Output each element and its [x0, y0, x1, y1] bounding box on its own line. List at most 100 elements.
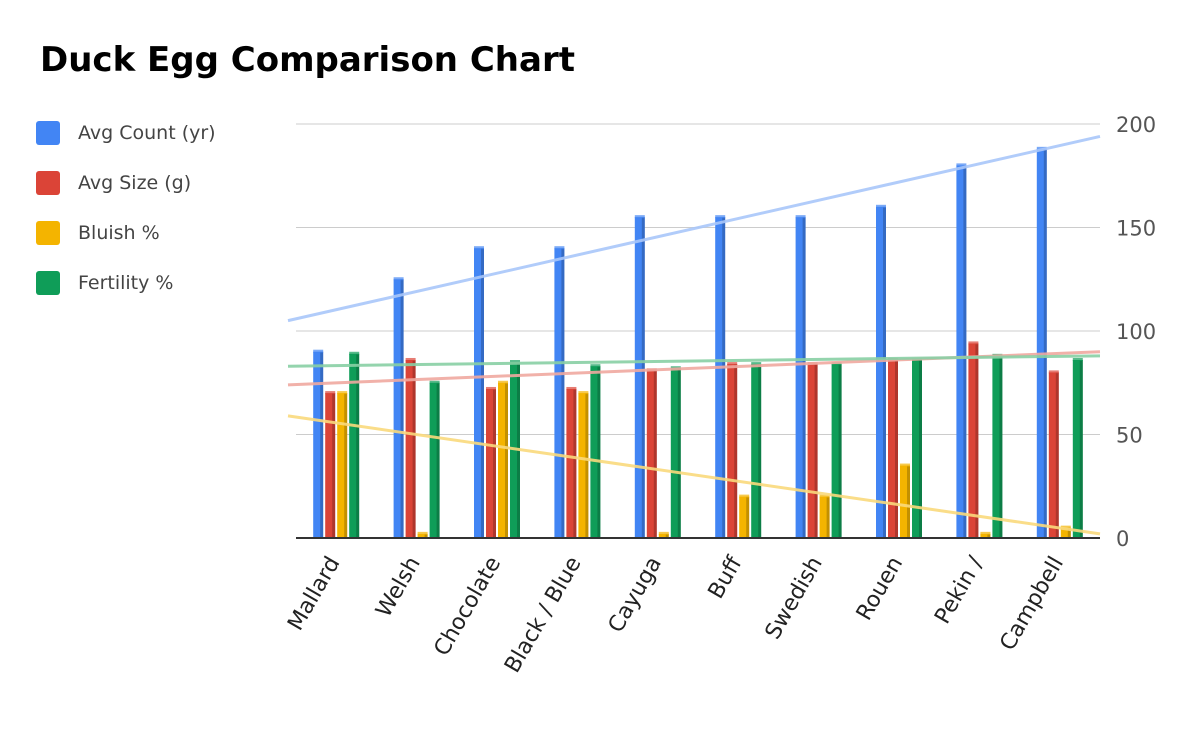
bar-shade-3-6 — [838, 364, 842, 538]
bar-1-1 — [405, 359, 416, 538]
legend-item-avg-count[interactable]: Avg Count (yr) — [36, 108, 216, 158]
bar-cap-0-7 — [876, 204, 886, 208]
bar-shade-0-1 — [400, 279, 404, 538]
bar-shade-1-1 — [412, 359, 416, 538]
bar-shade-0-0 — [320, 351, 324, 538]
bar-shade-3-5 — [758, 364, 762, 538]
bar-cap-1-8 — [968, 341, 979, 345]
bar-cap-0-5 — [715, 215, 726, 219]
bar-shade-3-8 — [999, 355, 1003, 538]
bar-1-0 — [325, 393, 336, 538]
x-tick-label-8: Pekin / — [930, 552, 989, 628]
bar-0-4 — [634, 217, 645, 538]
bar-0-7 — [876, 206, 886, 539]
bar-shade-1-4 — [653, 370, 657, 538]
bar-shade-0-9 — [1043, 148, 1047, 538]
bar-shade-1-5 — [734, 364, 738, 538]
bar-cap-0-8 — [956, 163, 967, 167]
bar-3-5 — [751, 364, 762, 538]
y-tick-label-0: 0 — [1116, 527, 1129, 551]
bar-shade-0-6 — [802, 217, 806, 538]
bar-shade-2-4 — [665, 533, 669, 538]
bar-cap-0-1 — [393, 277, 404, 281]
bar-1-8 — [968, 343, 979, 538]
bar-cap-3-5 — [751, 362, 762, 366]
trendline-3 — [287, 354, 1101, 368]
bar-shade-3-9 — [1079, 359, 1083, 538]
bar-cap-3-3 — [590, 364, 601, 368]
legend-swatch-fertility — [36, 271, 60, 295]
bar-shade-0-5 — [722, 217, 726, 538]
bar-3-0 — [349, 353, 360, 538]
bar-cap-1-3 — [566, 386, 577, 390]
x-tick-label-5: Buff — [704, 552, 748, 604]
bar-shade-1-7 — [895, 359, 898, 538]
bar-1-3 — [566, 388, 577, 538]
bar-shade-2-1 — [424, 533, 428, 538]
bar-cap-3-2 — [510, 360, 520, 364]
bar-cap-2-1 — [417, 531, 428, 535]
bar-cap-1-0 — [325, 391, 336, 395]
bar-cap-2-3 — [578, 391, 589, 395]
bar-shade-2-0 — [344, 393, 348, 538]
bar-shade-1-6 — [814, 364, 818, 538]
legend-item-fertility[interactable]: Fertility % — [36, 258, 216, 308]
bar-2-3 — [578, 393, 589, 538]
legend-label-bluish: Bluish % — [78, 222, 160, 244]
bar-2-1 — [417, 533, 428, 538]
bar-cap-1-1 — [405, 357, 416, 361]
bar-cap-3-1 — [429, 380, 440, 384]
legend-label-avg-size: Avg Size (g) — [78, 172, 192, 194]
bar-0-6 — [795, 217, 806, 538]
bar-0-2 — [474, 248, 484, 538]
bar-cap-1-9 — [1048, 370, 1059, 374]
bar-0-8 — [956, 165, 967, 538]
legend-swatch-avg-size — [36, 171, 60, 195]
x-tick-label-7: Rouen — [852, 553, 908, 625]
bar-1-9 — [1048, 372, 1059, 538]
x-tick-label-6: Swedish — [761, 553, 828, 644]
bar-2-6 — [819, 496, 830, 538]
legend-label-fertility: Fertility % — [78, 272, 174, 294]
bar-0-3 — [554, 248, 565, 538]
bar-cap-0-0 — [313, 349, 324, 353]
x-tick-label-1: Welsh — [371, 553, 425, 622]
bar-cap-1-2 — [486, 386, 496, 390]
y-tick-label-200: 200 — [1116, 113, 1156, 137]
bar-3-9 — [1072, 359, 1083, 538]
legend: Avg Count (yr) Avg Size (g) Bluish % Fer… — [36, 108, 216, 308]
y-tick-label-150: 150 — [1116, 217, 1156, 241]
bar-1-6 — [807, 364, 818, 538]
chart-title: Duck Egg Comparison Chart — [40, 40, 575, 80]
bar-shade-1-9 — [1055, 372, 1059, 538]
x-tick-label-9: Campbell — [995, 553, 1069, 656]
bar-1-2 — [486, 388, 496, 538]
bar-3-8 — [992, 355, 1003, 538]
bar-cap-0-4 — [634, 215, 645, 219]
bar-cap-2-4 — [658, 531, 669, 535]
bar-0-5 — [715, 217, 726, 538]
bar-shade-1-0 — [332, 393, 336, 538]
bar-2-7 — [900, 465, 910, 538]
bar-2-0 — [337, 393, 348, 538]
bar-cap-2-9 — [1060, 525, 1071, 529]
bar-shade-2-6 — [826, 496, 830, 538]
trendline-2 — [287, 414, 1101, 536]
bar-shade-0-3 — [561, 248, 565, 538]
bar-cap-0-3 — [554, 246, 565, 250]
bar-cap-2-8 — [980, 531, 991, 535]
bar-1-4 — [646, 370, 657, 538]
y-tick-label-100: 100 — [1116, 320, 1156, 344]
legend-item-bluish[interactable]: Bluish % — [36, 208, 216, 258]
bar-shade-2-8 — [987, 533, 991, 538]
legend-swatch-avg-count — [36, 121, 60, 145]
bar-shade-2-7 — [907, 465, 910, 538]
bar-shade-3-4 — [677, 368, 681, 538]
bar-2-4 — [658, 533, 669, 538]
bar-shade-0-8 — [963, 165, 967, 538]
legend-item-avg-size[interactable]: Avg Size (g) — [36, 158, 216, 208]
bar-cap-0-6 — [795, 215, 806, 219]
bar-3-4 — [670, 368, 681, 538]
bar-shade-3-1 — [436, 382, 440, 538]
